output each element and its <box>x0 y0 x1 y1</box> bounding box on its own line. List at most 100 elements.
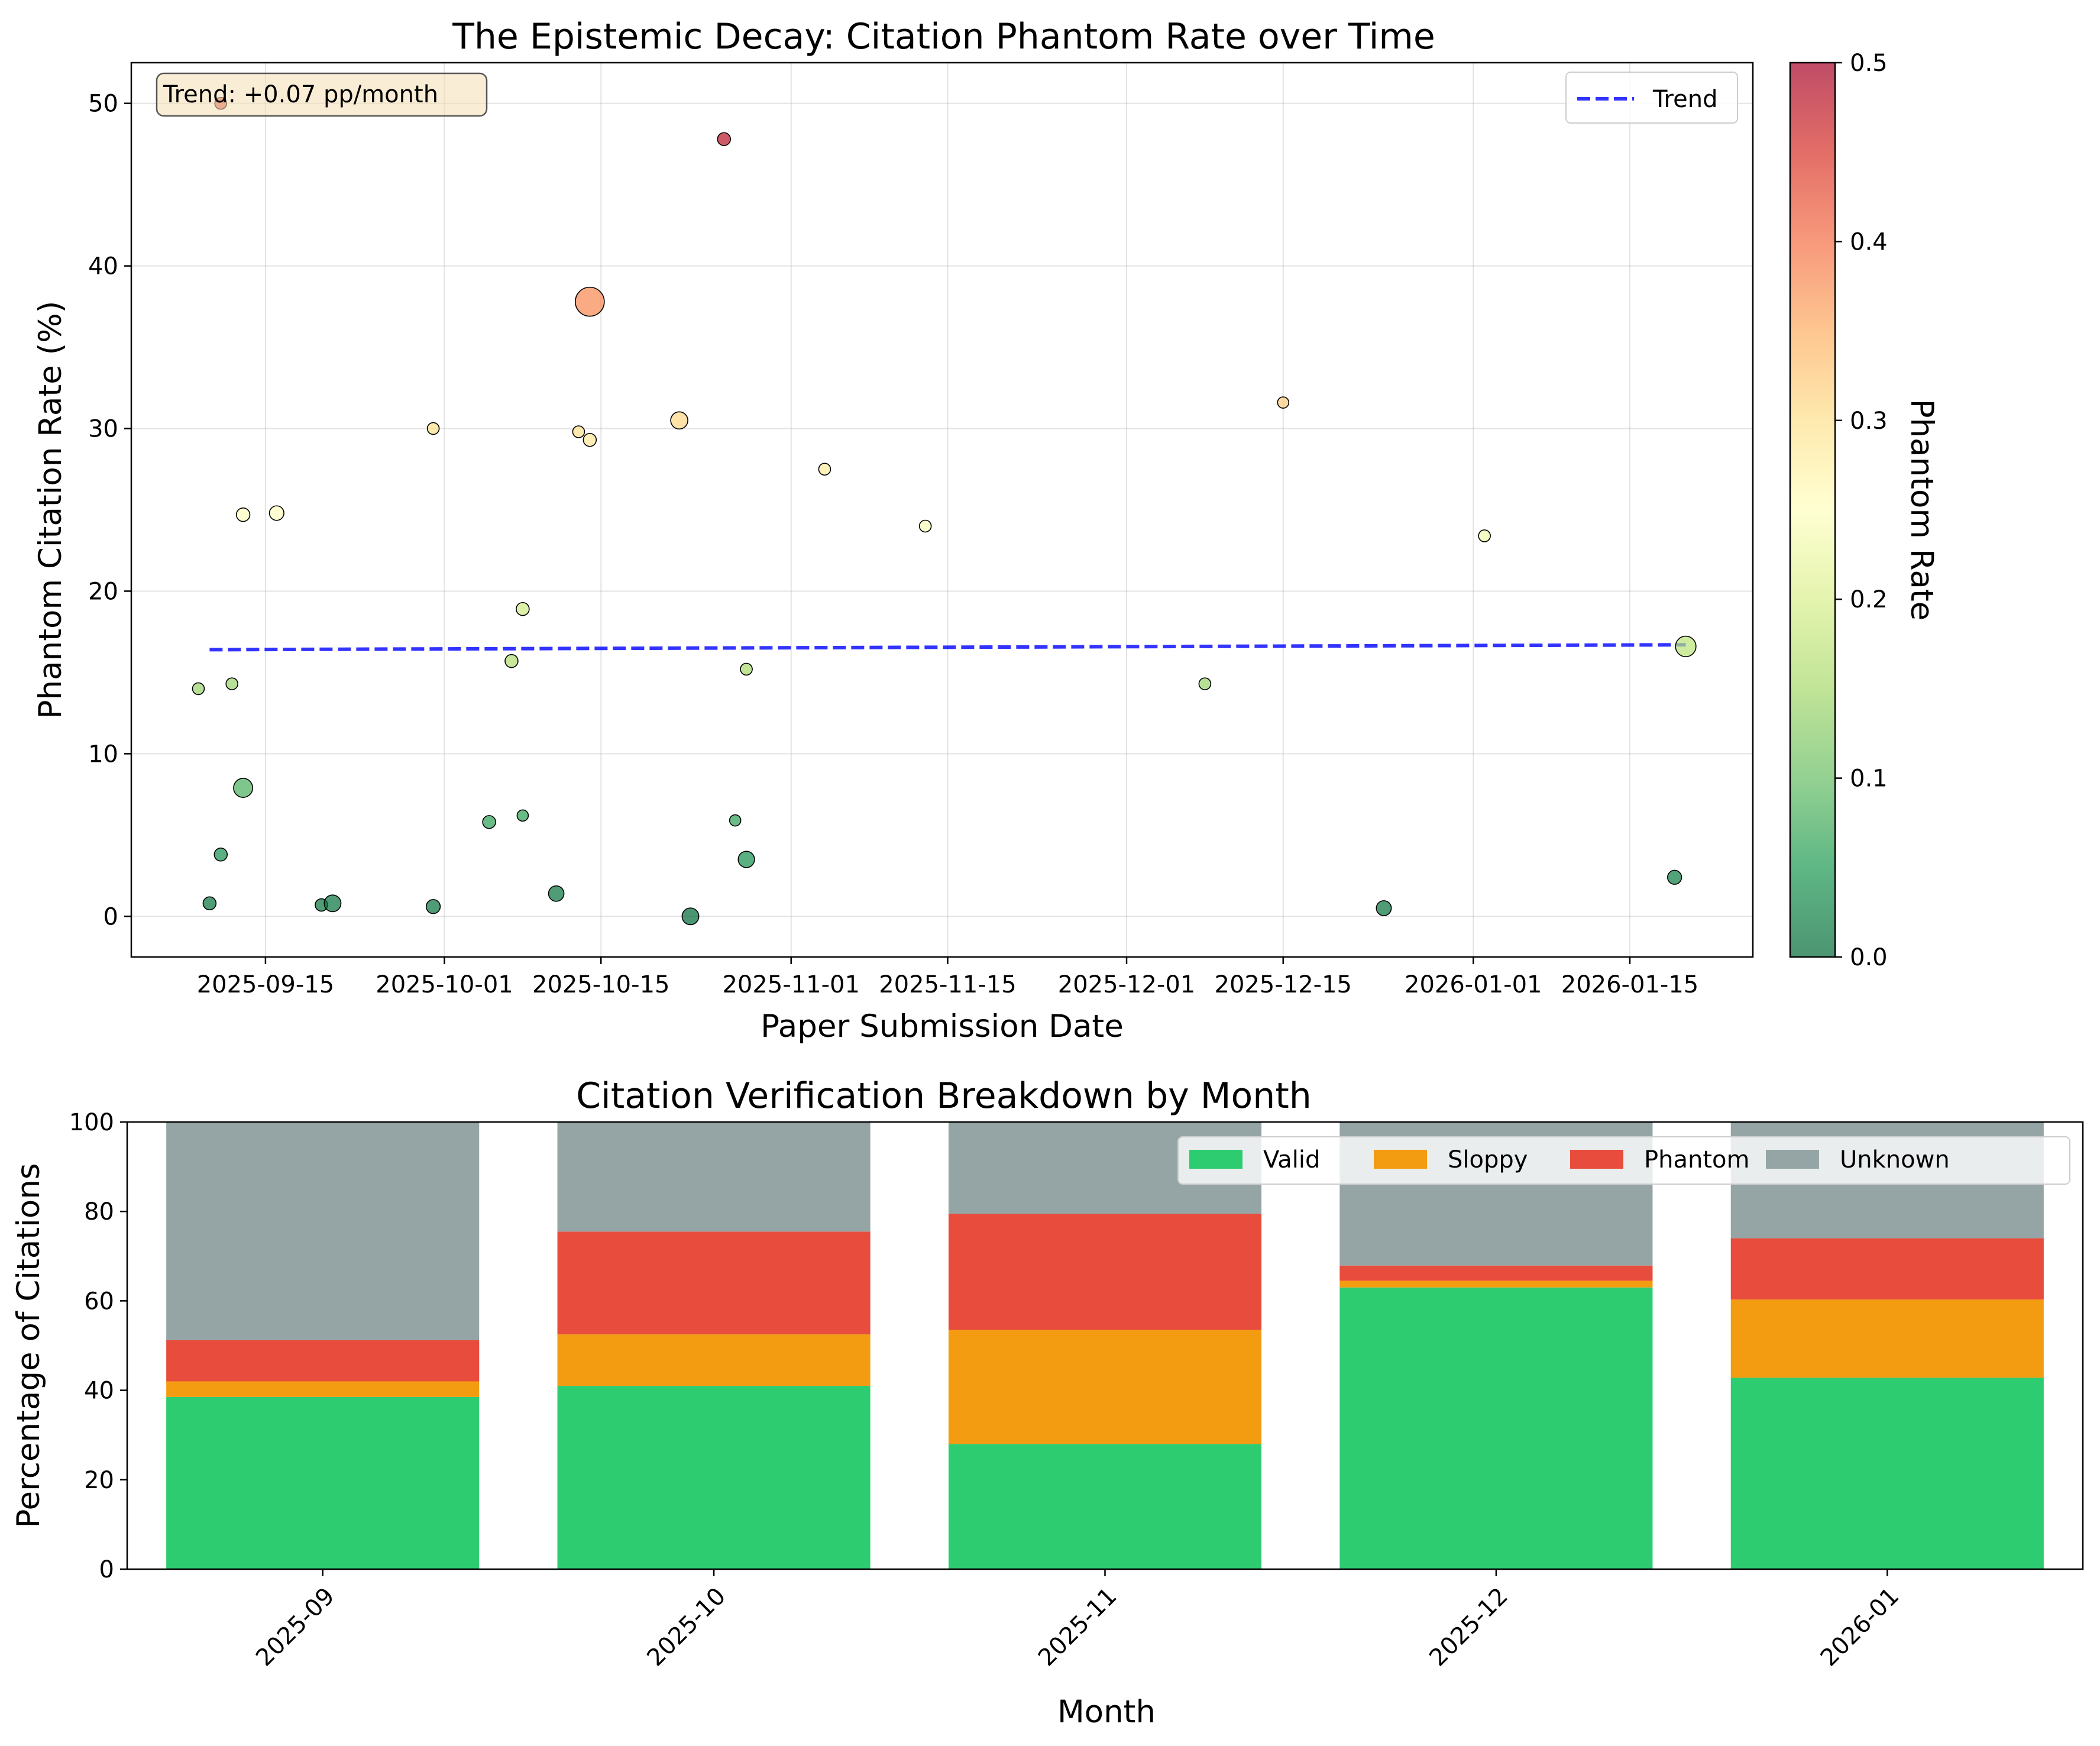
bar-segment-phantom <box>166 1340 480 1382</box>
scatter-point <box>583 433 597 447</box>
bar-legend-swatch-phantom <box>1570 1150 1623 1169</box>
scatter-point <box>482 815 496 829</box>
bar-segment-sloppy <box>166 1381 480 1397</box>
scatter-y-tick-label: 20 <box>88 578 118 605</box>
bar-y-ticks: 0 20 40 60 80 100 <box>69 1109 127 1583</box>
bar-x-tick-label: 2025-11 <box>1033 1583 1122 1672</box>
bar-segment-valid <box>166 1396 480 1569</box>
scatter-chart: The Epistemic Decay: Citation Phantom Ra… <box>33 16 1940 1045</box>
bar-segment-valid <box>1730 1378 2044 1569</box>
bar-segment-valid <box>557 1386 871 1569</box>
scatter-x-tick-label: 2025-11-01 <box>722 971 859 998</box>
bar-y-tick-label: 20 <box>84 1467 114 1494</box>
bar-legend-swatch-unknown <box>1766 1150 1819 1169</box>
bar-segment-sloppy <box>948 1330 1262 1444</box>
bar-legend-label-unknown: Unknown <box>1840 1146 1950 1173</box>
scatter-point <box>740 662 753 676</box>
scatter-y-tick-label: 50 <box>88 90 118 118</box>
bar-segment-phantom <box>1730 1238 2044 1300</box>
bar-x-ticks: 2025-09 2025-10 2025-11 2025-12 2026-01 <box>251 1569 1904 1671</box>
bar-y-tick-label: 0 <box>99 1556 114 1583</box>
scatter-point <box>516 602 530 616</box>
bar-segment-sloppy <box>1339 1281 1653 1288</box>
bar-legend-swatch-sloppy <box>1374 1150 1427 1169</box>
scatter-point <box>504 654 519 668</box>
scatter-y-axis-label: Phantom Citation Rate (%) <box>33 301 69 719</box>
scatter-point <box>1675 635 1697 658</box>
scatter-x-tick-label: 2025-12-01 <box>1058 971 1195 998</box>
scatter-chart-title: The Epistemic Decay: Citation Phantom Ra… <box>452 16 1435 57</box>
scatter-point <box>575 286 605 317</box>
scatter-x-tick-label: 2025-10-01 <box>376 971 513 998</box>
trend-annotation: Trend: +0.07 pp/month <box>156 72 488 117</box>
bar-x-tick-label: 2025-12 <box>1424 1583 1513 1672</box>
scatter-grid <box>131 63 1753 957</box>
bar-segment-unknown <box>166 1122 480 1340</box>
scatter-y-tick-label: 0 <box>103 903 118 930</box>
scatter-x-tick-label: 2025-12-15 <box>1215 971 1352 998</box>
scatter-point <box>235 507 251 522</box>
scatter-point <box>572 425 585 438</box>
bar-x-axis-label: Month <box>1057 1694 1156 1730</box>
scatter-y-tick-label: 10 <box>88 741 118 768</box>
colorbar-gradient <box>1789 62 1836 958</box>
scatter-x-tick-label: 2026-01-01 <box>1405 971 1542 998</box>
trend-annotation-box <box>156 72 488 117</box>
bar-y-tick-label: 40 <box>84 1378 114 1405</box>
scatter-point <box>548 885 565 902</box>
bar-legend-swatch-valid <box>1189 1150 1242 1169</box>
bar-legend-box <box>1177 1136 2070 1185</box>
bar-segment-unknown <box>557 1122 871 1232</box>
scatter-point <box>1277 396 1290 409</box>
bar-chart-title: Citation Verification Breakdown by Month <box>576 1075 1312 1117</box>
scatter-point <box>1478 529 1491 542</box>
scatter-x-tick-label: 2025-10-15 <box>532 971 669 998</box>
colorbar-tick-label: 0.0 <box>1850 944 1888 971</box>
bar-segment-valid <box>1339 1287 1653 1569</box>
scatter-point <box>516 809 529 822</box>
bar-segment-phantom <box>1339 1265 1653 1281</box>
trend-line-layer <box>209 643 1686 652</box>
bar-y-axis-label: Percentage of Citations <box>11 1163 47 1528</box>
scatter-point <box>737 851 755 868</box>
scatter-point <box>918 519 932 533</box>
scatter-point <box>681 907 700 926</box>
scatter-point <box>323 894 342 913</box>
bar-legend: Valid Sloppy Phantom Unknown <box>1177 1136 2070 1185</box>
stacked-bar-chart: Citation Verification Breakdown by Month… <box>11 1075 2084 1730</box>
scatter-point <box>425 899 441 914</box>
colorbar-ticks: 0.0 0.1 0.2 0.3 0.4 0.5 <box>1835 50 1888 971</box>
bar-segment-valid <box>948 1444 1262 1569</box>
bar-y-tick-label: 60 <box>84 1288 114 1315</box>
bar-segment-phantom <box>948 1213 1262 1330</box>
bar-segment-sloppy <box>1730 1299 2044 1378</box>
scatter-point <box>202 896 217 911</box>
scatter-x-ticks: 2025-09-15 2025-10-01 2025-10-15 2025-11-01… <box>197 957 1698 998</box>
scatter-x-tick-label: 2026-01-15 <box>1561 971 1698 998</box>
trend-legend-label: Trend <box>1652 86 1717 113</box>
scatter-legend-box <box>1565 72 1738 124</box>
scatter-point <box>225 677 238 690</box>
scatter-y-tick-label: 30 <box>88 416 118 443</box>
scatter-point <box>426 422 440 435</box>
scatter-point <box>213 848 228 862</box>
bar-x-tick-label: 2025-09 <box>251 1583 340 1672</box>
colorbar-label: Phantom Rate <box>1904 399 1940 621</box>
bar-y-tick-label: 80 <box>84 1198 114 1226</box>
bar-x-tick-label: 2026-01 <box>1816 1583 1905 1672</box>
bar-segment-phantom <box>557 1231 871 1335</box>
trend-line <box>209 643 1686 652</box>
bar-y-tick-label: 100 <box>69 1109 114 1136</box>
scatter-point <box>1198 677 1212 690</box>
scatter-point <box>192 682 205 696</box>
scatter-point <box>717 132 732 146</box>
scatter-points <box>192 96 1697 926</box>
colorbar: 0.0 0.1 0.2 0.3 0.4 0.5 Phantom Rate <box>1789 50 1940 971</box>
scatter-point <box>670 411 688 430</box>
colorbar-tick-label: 0.4 <box>1850 228 1888 256</box>
colorbar-tick-label: 0.3 <box>1850 408 1888 435</box>
scatter-x-tick-label: 2025-11-15 <box>879 971 1016 998</box>
scatter-plot-frame <box>130 62 1754 958</box>
stacked-bars <box>166 1122 2044 1569</box>
